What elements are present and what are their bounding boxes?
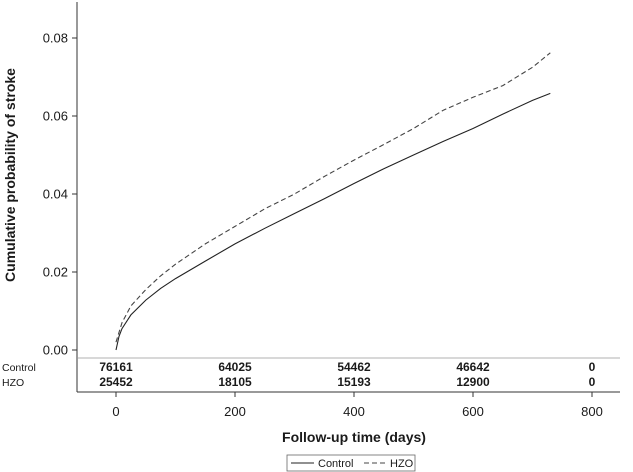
legend-label-hzo: HZO — [390, 458, 414, 470]
x-tick-label: 600 — [462, 404, 484, 419]
risk-value: 46642 — [456, 360, 490, 374]
risk-value: 0 — [589, 375, 596, 389]
y-tick-label: 0.04 — [43, 187, 68, 202]
risk-value: 54462 — [337, 360, 371, 374]
legend-box — [286, 454, 416, 472]
risk-value: 76161 — [99, 360, 133, 374]
risk-value: 18105 — [218, 375, 252, 389]
risk-value: 0 — [589, 360, 596, 374]
x-tick-label: 0 — [112, 404, 119, 419]
series-line-hzo — [115, 52, 551, 343]
x-axis-title: Follow-up time (days) — [282, 429, 426, 445]
risk-value: 12900 — [456, 375, 490, 389]
y-tick-label: 0.02 — [43, 265, 68, 280]
risk-value: 64025 — [218, 360, 252, 374]
risk-value: 15193 — [337, 375, 371, 389]
risk-row-label: HZO — [2, 377, 24, 389]
x-tick-label: 200 — [224, 404, 246, 419]
y-axis-title: Cumulative probability of stroke — [2, 68, 18, 282]
series-layer — [115, 52, 551, 351]
series-line-control — [115, 92, 551, 351]
x-tick-label: 400 — [343, 404, 365, 419]
legend-label-control: Control — [318, 458, 353, 470]
y-axis-ticks: 0.00 0.02 0.04 0.06 0.08 — [43, 31, 77, 358]
risk-value: 25452 — [99, 375, 133, 389]
number-at-risk-table: Control 76161 64025 54462 46642 0 HZO 25452 1810… — [2, 360, 596, 389]
x-tick-label: 800 — [581, 404, 603, 419]
y-tick-label: 0.08 — [43, 31, 68, 46]
x-axis-ticks: 0 200 400 600 800 — [112, 392, 603, 419]
risk-row-label: Control — [2, 362, 36, 374]
legend: Control HZO — [286, 454, 416, 472]
y-tick-label: 0.00 — [43, 343, 68, 358]
y-tick-label: 0.06 — [43, 109, 68, 124]
